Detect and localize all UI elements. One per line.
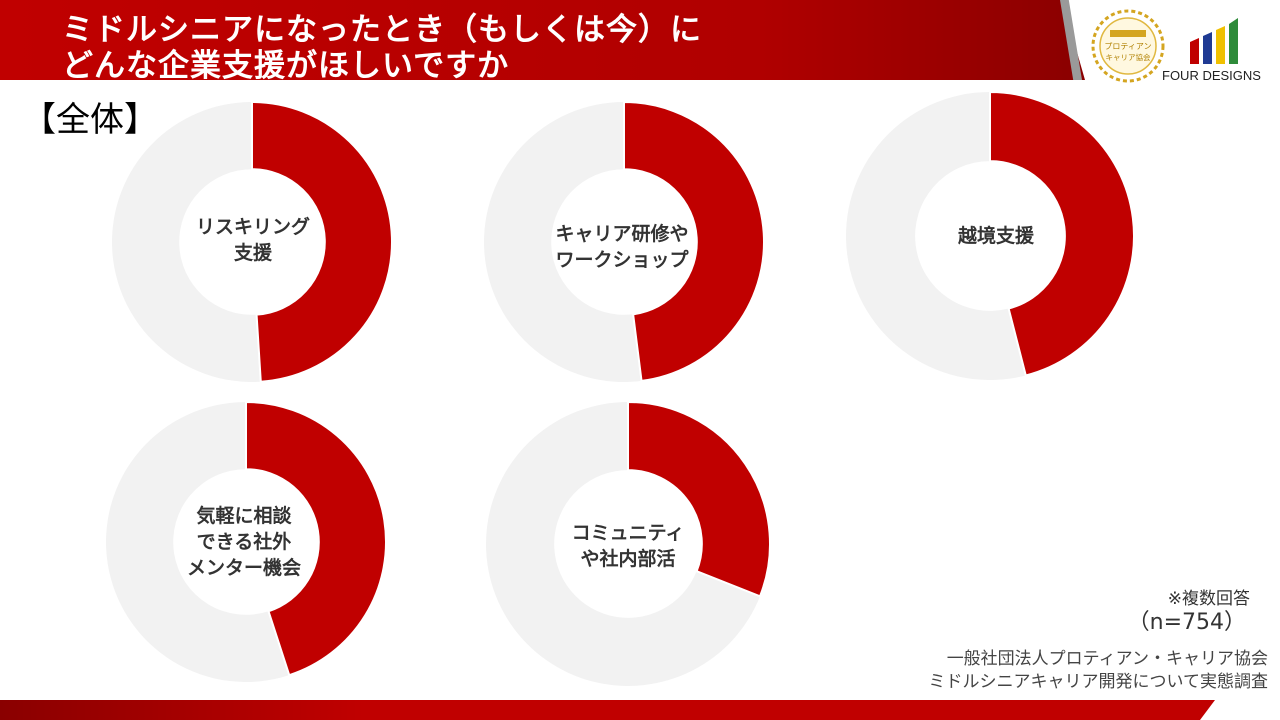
svg-text:キャリア協会: キャリア協会 — [1106, 52, 1151, 62]
donut-value-label-3: 46% — [1071, 215, 1130, 250]
header-band — [0, 0, 1085, 80]
svg-text:プロティアン: プロティアン — [1104, 42, 1151, 51]
donut-value-unit-3: % — [1112, 226, 1130, 247]
donut-value-number-4: 45 — [325, 525, 368, 561]
footer-band — [0, 700, 1215, 720]
donut-value-arc-3 — [989, 90, 1135, 377]
donut-remainder-5 — [485, 402, 761, 686]
multi-answer-note: ※複数回答 — [1167, 589, 1250, 609]
page-title-line-2: どんな企業支援がほしいですか — [62, 48, 510, 84]
donut-value-number-5: 31 — [696, 479, 739, 515]
section-label: 【全体】 — [22, 100, 158, 140]
donut-value-label-5: 31% — [697, 480, 756, 515]
donut-category-label-1: リスキリング 支援 — [195, 216, 311, 264]
donut-value-arc-4 — [245, 400, 387, 677]
donut-value-number-3: 46 — [1070, 214, 1113, 250]
brand-name: FOUR DESIGNS — [1162, 68, 1261, 83]
donut-value-unit-5: % — [738, 491, 756, 512]
donut-value-unit-4: % — [367, 537, 385, 558]
donut-value-unit-2: % — [740, 228, 758, 249]
donut-value-label-2: 48% — [699, 217, 758, 252]
donut-remainder-1 — [112, 102, 261, 382]
donut-value-label-4: 45% — [326, 526, 385, 561]
donut-category-label-4: 気軽に相談 できる社外 メンター機会 — [186, 505, 302, 579]
page-title-line-1: ミドルシニアになったとき（もしくは今）に — [62, 12, 702, 48]
donut-value-arc-1 — [251, 100, 393, 383]
donut-value-arc-2 — [623, 100, 765, 383]
donut-category-label-2: キャリア研修や ワークショップ — [555, 223, 689, 271]
donut-category-label-3: 越境支援 — [957, 225, 1035, 247]
donut-remainder-4 — [105, 402, 290, 682]
donut-value-label-1: 49% — [328, 217, 387, 252]
donut-remainder-2 — [484, 102, 642, 382]
donut-value-unit-1: % — [369, 228, 387, 249]
source-line-2: ミドルシニアキャリア開発について実態調査 — [928, 672, 1269, 692]
four-designs-logo — [1190, 18, 1238, 64]
laurel-badge-logo: プロティアン キャリア協会 — [1091, 9, 1165, 83]
donut-remainder-3 — [846, 92, 1026, 380]
donut-value-number-2: 48 — [698, 216, 741, 252]
sample-size-note: （n=754） — [1127, 610, 1246, 635]
donut-value-number-1: 49 — [327, 216, 370, 252]
source-line-1: 一般社団法人プロティアン・キャリア協会 — [946, 649, 1268, 669]
donut-category-label-5: コミュニティ や社内部活 — [571, 522, 685, 570]
donut-value-arc-5 — [627, 400, 771, 598]
